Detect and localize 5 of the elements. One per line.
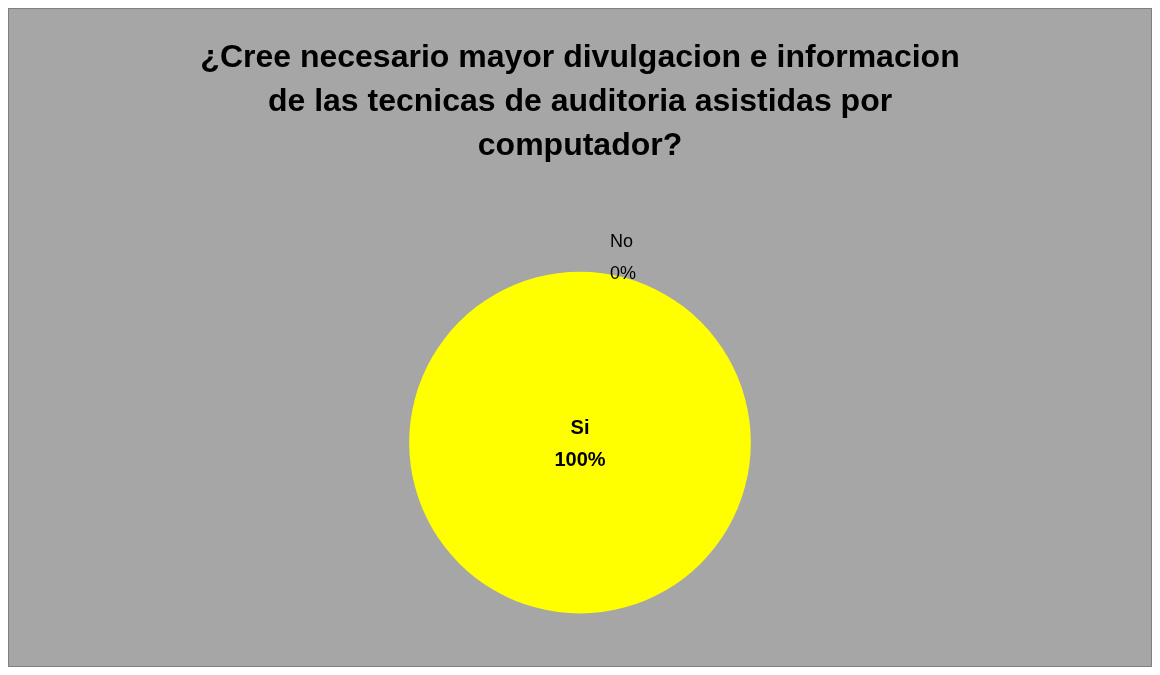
chart-title: ¿Cree necesario mayor divulgacion e informacion de las tecnicas de auditoria asistidas por computador? xyxy=(200,38,960,162)
category-label: No xyxy=(610,230,634,251)
text: 0% xyxy=(610,262,637,283)
slice-label: Si xyxy=(570,415,590,438)
data-label: 100% xyxy=(554,447,606,470)
